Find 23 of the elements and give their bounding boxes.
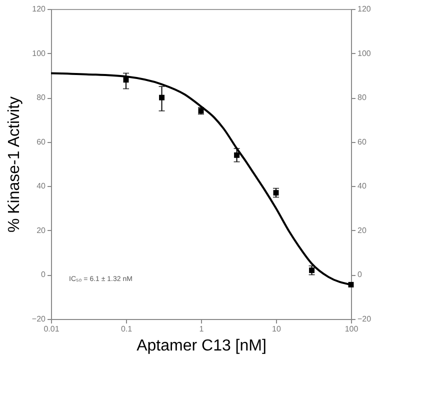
y2-tick-label: 40 xyxy=(358,182,367,191)
y2-tick-label: 0 xyxy=(358,270,362,280)
y-axis-title: % Kinase-1 Activity xyxy=(6,96,23,233)
y2-tick-label: 80 xyxy=(358,93,367,102)
y-tick-label: 60 xyxy=(36,137,46,146)
y2-tick-label: 60 xyxy=(358,137,367,146)
y2-tick-label: 100 xyxy=(358,48,372,58)
y2-tick-label: 20 xyxy=(358,226,367,235)
y-tick-label: 40 xyxy=(36,182,46,191)
y2-tick-label: 120 xyxy=(358,4,372,14)
x-tick-label: 0.1 xyxy=(120,324,133,334)
y-tick-label: 80 xyxy=(36,93,46,102)
x-axis-title: Aptamer C13 [nM] xyxy=(136,338,266,354)
x-tick-label: 10 xyxy=(272,324,282,334)
y-tick-label: −20 xyxy=(32,314,46,324)
x-tick-label: 0.01 xyxy=(44,324,60,334)
x-tick-label: 100 xyxy=(344,324,359,334)
y-tick-label: 100 xyxy=(32,48,46,58)
y-tick-label: 20 xyxy=(36,226,46,235)
x-tick-label: 1 xyxy=(199,324,204,334)
y2-tick-label: −20 xyxy=(358,314,372,324)
y-tick-label: 0 xyxy=(41,270,46,280)
y-tick-label: 120 xyxy=(32,4,46,14)
